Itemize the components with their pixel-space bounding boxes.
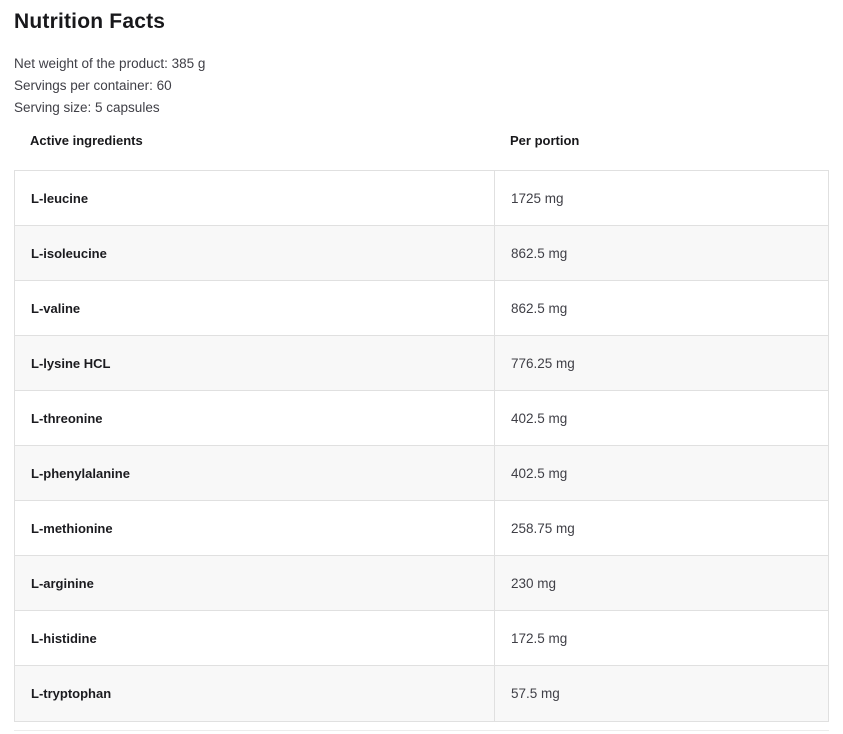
column-header-per-portion: Per portion xyxy=(510,133,580,148)
serving-size-line: Serving size: 5 capsules xyxy=(14,100,160,115)
ingredient-amount: 172.5 mg xyxy=(511,630,568,646)
table-row: L-phenylalanine 402.5 mg xyxy=(15,446,828,501)
product-meta: Net weight of the product: 385 g Serving… xyxy=(14,53,829,119)
ingredient-name: L-phenylalanine xyxy=(15,446,495,500)
ingredient-name: L-histidine xyxy=(15,611,495,665)
ingredient-amount: 862.5 mg xyxy=(511,245,568,261)
table-row: L-arginine 230 mg xyxy=(15,556,828,611)
table-row: L-leucine 1725 mg xyxy=(15,171,828,226)
ingredient-name: L-valine xyxy=(15,281,495,335)
table-row: L-histidine 172.5 mg xyxy=(15,611,828,666)
table-row: L-valine 862.5 mg xyxy=(15,281,828,336)
ingredient-amount: 258.75 mg xyxy=(511,520,575,536)
section-divider xyxy=(14,730,829,731)
servings-per-container-line: Servings per container: 60 xyxy=(14,78,172,93)
table-row: L-lysine HCL 776.25 mg xyxy=(15,336,828,391)
ingredients-table: L-leucine 1725 mg L-isoleucine 862.5 mg L-va… xyxy=(14,170,829,722)
table-row: L-threonine 402.5 mg xyxy=(15,391,828,446)
ingredient-name: L-threonine xyxy=(15,391,495,445)
table-row: L-isoleucine 862.5 mg xyxy=(15,226,828,281)
ingredient-name: L-lysine HCL xyxy=(15,336,495,390)
table-header-row: Active ingredients Per portion xyxy=(14,133,829,170)
ingredient-name: L-isoleucine xyxy=(15,226,495,280)
column-header-active-ingredients: Active ingredients xyxy=(30,133,143,148)
ingredient-name: L-methionine xyxy=(15,501,495,555)
ingredient-amount: 776.25 mg xyxy=(511,355,575,371)
table-row: L-tryptophan 57.5 mg xyxy=(15,666,828,721)
ingredient-amount: 862.5 mg xyxy=(511,300,568,316)
ingredient-name: L-leucine xyxy=(15,171,495,225)
ingredient-amount: 402.5 mg xyxy=(511,410,568,426)
ingredient-amount: 402.5 mg xyxy=(511,465,568,481)
ingredient-amount: 230 mg xyxy=(511,575,557,591)
table-row: L-methionine 258.75 mg xyxy=(15,501,828,556)
ingredient-amount: 1725 mg xyxy=(511,190,564,206)
ingredient-name: L-arginine xyxy=(15,556,495,610)
ingredient-amount: 57.5 mg xyxy=(511,686,560,701)
ingredient-name: L-tryptophan xyxy=(15,666,495,721)
net-weight-line: Net weight of the product: 385 g xyxy=(14,56,206,71)
page-title: Nutrition Facts xyxy=(14,10,166,33)
